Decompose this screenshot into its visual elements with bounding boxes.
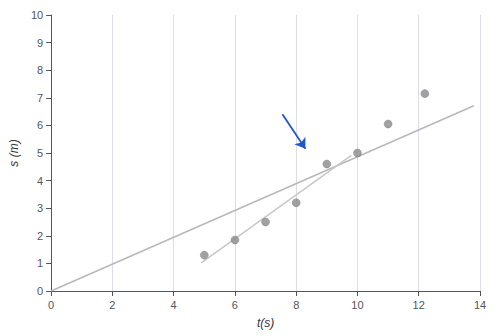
svg-text:8: 8 — [37, 64, 43, 76]
svg-text:6: 6 — [232, 299, 238, 311]
svg-text:t(s): t(s) — [257, 316, 274, 330]
svg-text:0: 0 — [37, 285, 43, 297]
svg-text:7: 7 — [37, 92, 43, 104]
svg-text:2: 2 — [109, 299, 115, 311]
svg-text:0: 0 — [48, 299, 54, 311]
svg-text:4: 4 — [37, 175, 43, 187]
svg-text:6: 6 — [37, 119, 43, 131]
svg-text:10: 10 — [31, 9, 43, 21]
svg-text:9: 9 — [37, 37, 43, 49]
svg-text:12: 12 — [413, 299, 425, 311]
svg-text:2: 2 — [37, 230, 43, 242]
svg-text:5: 5 — [37, 147, 43, 159]
svg-text:14: 14 — [474, 299, 486, 311]
svg-text:s (m): s (m) — [7, 139, 21, 166]
svg-text:4: 4 — [171, 299, 177, 311]
svg-text:10: 10 — [351, 299, 363, 311]
svg-text:1: 1 — [37, 257, 43, 269]
svg-text:3: 3 — [37, 202, 43, 214]
svg-text:8: 8 — [293, 299, 299, 311]
